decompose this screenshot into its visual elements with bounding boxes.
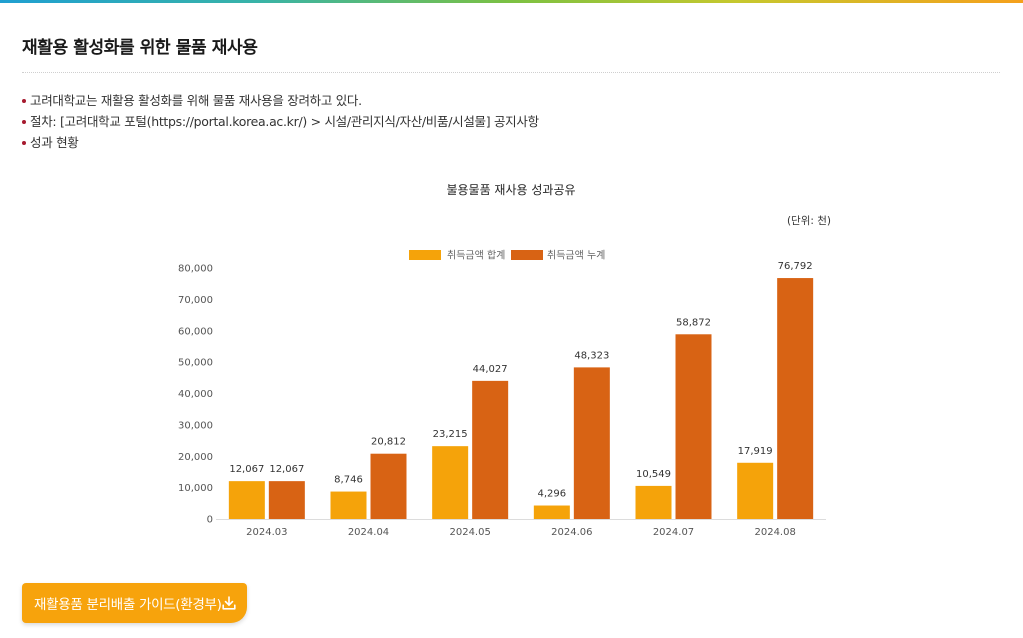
bar-series-2 (472, 380, 509, 519)
legend-label-series-1: 취득금액 합계 (447, 250, 505, 262)
data-label-series-2: 44,027 (473, 364, 508, 375)
bar-series-2 (268, 481, 305, 519)
download-guide-button[interactable]: 재활용품 분리배출 가이드(환경부) (22, 583, 247, 623)
bullet-dot (22, 99, 26, 103)
title-divider (22, 72, 1000, 73)
y-tick-label: 40,000 (178, 389, 213, 400)
intro-item-text: 절차: [고려대학교 포털(https://portal.korea.ac.kr… (30, 114, 539, 129)
intro-item: 고려대학교는 재활용 활성화를 위해 물품 재사용을 장려하고 있다. (22, 90, 539, 111)
x-tick-label: 2024.05 (449, 527, 490, 538)
intro-list: 고려대학교는 재활용 활성화를 위해 물품 재사용을 장려하고 있다. 절차: … (22, 90, 539, 153)
data-labels: 12,067 8,746 23,215 4,296 10,549 17,919 12,067… (229, 261, 812, 499)
y-tick-label: 60,000 (178, 326, 213, 337)
page-title: 재활용 활성화를 위한 물품 재사용 (22, 38, 258, 58)
x-axis: 2024.03 2024.04 2024.05 2024.06 2024.07 2024.… (216, 519, 826, 538)
data-label-series-1: 4,296 (538, 489, 567, 500)
data-label-series-1: 8,746 (334, 475, 363, 486)
data-label-series-2: 58,872 (676, 317, 711, 328)
data-label-series-1: 23,215 (433, 429, 468, 440)
intro-item: 성과 현황 (22, 132, 539, 153)
download-guide-label: 재활용품 분리배출 가이드(환경부) (34, 597, 222, 613)
y-tick-label: 70,000 (178, 295, 213, 306)
bar-series-1 (228, 481, 265, 519)
legend-swatch-series-1 (409, 250, 441, 260)
bars (228, 278, 814, 519)
bullet-dot (22, 141, 26, 145)
bar-series-1 (533, 505, 570, 519)
y-tick-label: 20,000 (178, 452, 213, 463)
intro-item-text: 고려대학교는 재활용 활성화를 위해 물품 재사용을 장려하고 있다. (30, 93, 362, 108)
bar-series-2 (370, 453, 407, 519)
bar-series-1 (737, 462, 774, 519)
y-tick-label: 30,000 (178, 420, 213, 431)
data-label-series-1: 17,919 (738, 446, 773, 457)
x-tick-label: 2024.04 (348, 527, 389, 538)
data-label-series-2: 48,323 (574, 350, 609, 361)
y-tick-label: 0 (207, 515, 213, 526)
top-gradient-bar (0, 0, 1023, 3)
data-label-series-2: 20,812 (371, 437, 406, 448)
data-label-series-2: 76,792 (778, 261, 813, 272)
chart-unit-note: (단위: 천) (787, 214, 831, 227)
x-tick-label: 2024.08 (754, 527, 795, 538)
bar-series-1 (635, 485, 672, 519)
bar-series-1 (330, 491, 367, 519)
intro-item: 절차: [고려대학교 포털(https://portal.korea.ac.kr… (22, 111, 539, 132)
bar-chart: 불용물품 재사용 성과공유 (단위: 천) 취득금액 합계 취득금액 누계 0 1… (178, 183, 831, 538)
data-label-series-1: 12,067 (229, 464, 264, 475)
legend-item-series-2: 취득금액 누계 (511, 250, 605, 262)
download-icon (222, 596, 236, 610)
chart-legend: 취득금액 합계 취득금액 누계 (409, 250, 605, 262)
y-axis: 0 10,000 20,000 30,000 40,000 50,000 60,000 70,… (178, 264, 213, 526)
legend-item-series-1: 취득금액 합계 (409, 250, 505, 262)
bar-series-1 (432, 446, 469, 519)
x-tick-label: 2024.06 (551, 527, 592, 538)
bar-series-2 (777, 278, 814, 519)
y-tick-label: 10,000 (178, 483, 213, 494)
bar-series-2 (573, 367, 610, 519)
data-label-series-2: 12,067 (269, 464, 304, 475)
chart-title: 불용물품 재사용 성과공유 (446, 183, 575, 197)
legend-label-series-2: 취득금액 누계 (547, 250, 605, 262)
intro-item-text: 성과 현황 (30, 135, 79, 150)
x-tick-label: 2024.07 (653, 527, 694, 538)
y-tick-label: 50,000 (178, 358, 213, 369)
x-tick-label: 2024.03 (246, 527, 287, 538)
y-tick-label: 80,000 (178, 264, 213, 275)
legend-swatch-series-2 (511, 250, 543, 260)
data-label-series-1: 10,549 (636, 469, 671, 480)
bar-series-2 (675, 334, 712, 519)
bullet-dot (22, 120, 26, 124)
